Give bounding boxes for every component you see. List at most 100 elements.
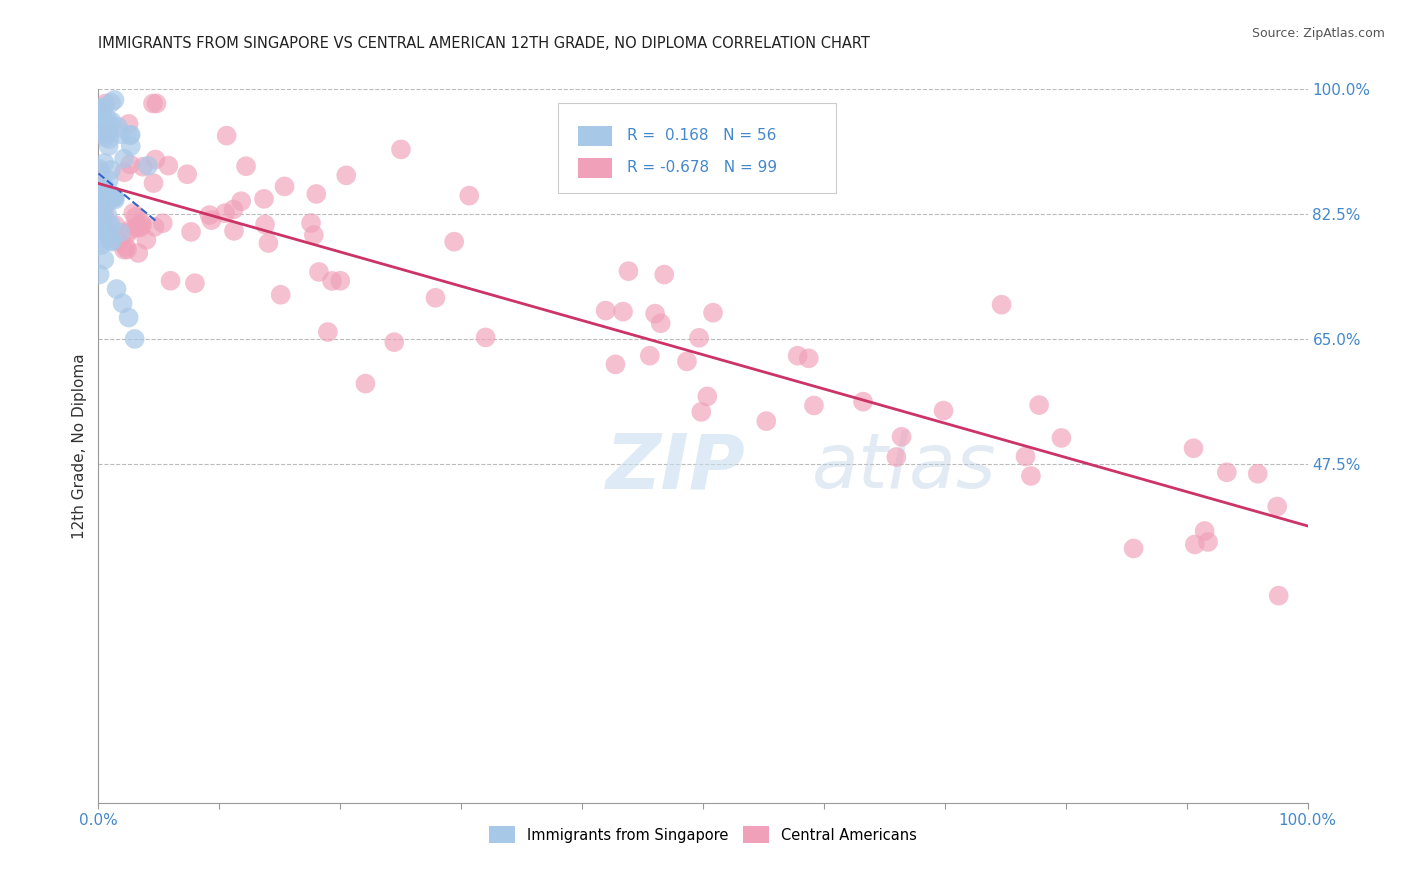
Point (105, 282, 128, 296)
Point (143, 219, 166, 234)
Bar (578, 159, 613, 178)
Point (120, 139, 142, 153)
Point (112, 165, 135, 179)
Point (94, 127, 117, 141)
Point (696, 389, 718, 403)
Point (89, 161, 111, 176)
Bar (578, 127, 613, 146)
Point (458, 188, 481, 202)
Point (91, 108, 114, 122)
Point (1019, 469, 1042, 483)
Point (159, 274, 181, 288)
Point (91, 204, 114, 219)
Point (1247, 467, 1270, 481)
Point (132, 160, 155, 174)
Point (755, 414, 778, 428)
Point (125, 220, 148, 235)
Point (97, 219, 120, 233)
Point (115, 243, 138, 257)
Point (100, 234, 122, 248)
Point (184, 276, 207, 290)
Point (253, 192, 276, 206)
Point (117, 117, 139, 131)
Point (638, 349, 661, 363)
Point (93, 206, 115, 220)
Point (94, 120, 117, 134)
Point (1028, 398, 1050, 412)
Point (100, 114, 122, 128)
Point (100, 95, 122, 110)
Point (797, 351, 820, 366)
Point (302, 227, 325, 242)
Point (157, 159, 180, 173)
Point (103, 189, 125, 203)
Point (100, 117, 122, 131)
Point (644, 307, 666, 321)
Point (97, 173, 120, 187)
Point (1014, 450, 1036, 464)
Point (104, 193, 127, 207)
Point (112, 152, 135, 166)
Point (382, 335, 405, 350)
Point (308, 265, 330, 279)
Text: IMMIGRANTS FROM SINGAPORE VS CENTRAL AMERICAN 12TH GRADE, NO DIPLOMA CORRELATION: IMMIGRANTS FROM SINGAPORE VS CENTRAL AME… (98, 36, 870, 51)
Point (89, 219, 111, 234)
Point (299, 216, 322, 230)
Point (131, 218, 153, 232)
Text: ZIP: ZIP (606, 431, 747, 504)
Point (215, 128, 238, 143)
Point (316, 325, 339, 339)
Point (200, 213, 222, 227)
Point (91, 189, 114, 203)
Point (96, 208, 118, 222)
Point (125, 210, 148, 224)
Point (100, 163, 122, 178)
Point (231, 194, 253, 209)
Point (89, 182, 111, 196)
Point (605, 357, 627, 371)
Point (257, 235, 280, 250)
Point (93, 100, 115, 114)
Point (932, 403, 955, 417)
Point (474, 330, 496, 344)
Point (321, 274, 343, 288)
Point (235, 159, 257, 173)
Point (612, 304, 634, 318)
Point (1267, 589, 1289, 603)
Text: R = -0.678   N = 99: R = -0.678 N = 99 (627, 161, 778, 175)
Point (111, 296, 134, 310)
Point (270, 287, 292, 301)
Point (990, 298, 1012, 312)
Point (97, 139, 120, 153)
Point (98, 126, 121, 140)
Point (688, 331, 710, 345)
Point (110, 128, 132, 142)
Point (152, 216, 174, 230)
Point (97, 228, 120, 243)
Point (90, 127, 112, 141)
Point (136, 159, 159, 173)
Point (142, 176, 165, 190)
Point (93, 252, 115, 267)
Point (90, 113, 112, 128)
Point (214, 206, 236, 220)
Point (803, 399, 825, 413)
Point (852, 394, 875, 409)
Point (89, 235, 111, 249)
Point (118, 310, 141, 325)
Point (94, 96, 117, 111)
FancyBboxPatch shape (558, 103, 837, 193)
Point (104, 218, 127, 232)
Point (122, 206, 145, 220)
Text: R =  0.168   N = 56: R = 0.168 N = 56 (627, 128, 776, 143)
Point (145, 153, 167, 167)
Point (118, 128, 141, 142)
Point (142, 96, 165, 111)
Legend: Immigrants from Singapore, Central Americans: Immigrants from Singapore, Central Ameri… (484, 821, 922, 849)
Point (117, 226, 139, 240)
Point (120, 222, 142, 236)
Point (273, 179, 295, 194)
Point (90, 111, 112, 125)
Point (1182, 442, 1205, 456)
Point (1197, 535, 1219, 549)
